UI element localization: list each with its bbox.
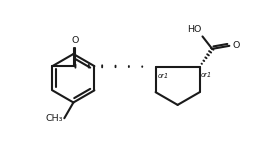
Text: CH₃: CH₃ <box>46 114 63 123</box>
Text: HO: HO <box>187 25 201 34</box>
Text: O: O <box>71 36 79 45</box>
Text: or1: or1 <box>201 72 212 78</box>
Text: or1: or1 <box>158 73 169 79</box>
Text: O: O <box>232 41 240 50</box>
